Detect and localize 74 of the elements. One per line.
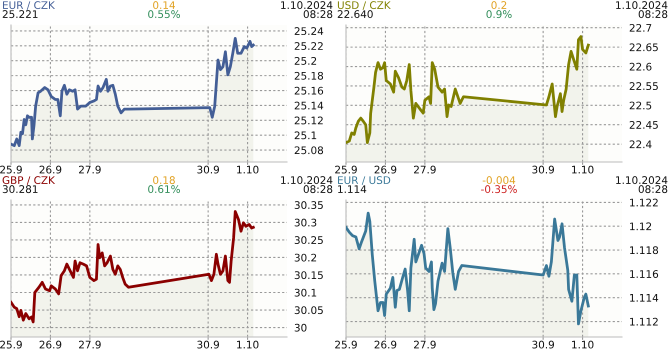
y-tick-label: 25.2 xyxy=(294,56,316,65)
x-tick-label: 1.10 xyxy=(237,340,258,349)
text: -0.35% xyxy=(481,185,517,194)
y-tick-label: 1.12 xyxy=(630,222,652,230)
x-tick-label: 26.9 xyxy=(40,166,62,174)
y-tick-label: 30.05 xyxy=(294,306,323,314)
x-tick-label: 30.9 xyxy=(197,166,220,174)
y-tick-label: 25.08 xyxy=(294,146,324,154)
x-tick-label: 25.9 xyxy=(0,340,22,349)
y-tick-label: 1.114 xyxy=(630,294,658,302)
text: -0.004 xyxy=(482,176,516,184)
y-tick-label: 25.18 xyxy=(294,72,324,80)
y-tick-label: 25.12 xyxy=(294,116,323,124)
x-tick-label: 1.10 xyxy=(572,340,594,349)
x-tick-label: 25.9 xyxy=(335,166,357,174)
y-tick-label: 30.3 xyxy=(294,218,316,227)
y-tick-label: 1.122 xyxy=(630,198,658,206)
chart-subtitle: 22.640 xyxy=(338,10,373,18)
y-tick-label: 30.1 xyxy=(294,288,316,297)
chart-subtitle: 25.221 xyxy=(2,10,38,18)
y-tick-label: 25.24 xyxy=(294,27,324,36)
x-tick-label: 27.9 xyxy=(79,340,101,349)
text: 0.9% xyxy=(486,10,512,18)
text: 1.10.2024 xyxy=(281,176,332,184)
y-tick-label: 22.5 xyxy=(630,102,652,110)
y-tick-label: 30.2 xyxy=(294,254,316,262)
x-tick-label: 26.9 xyxy=(374,166,396,174)
text: 1.10.2024 xyxy=(616,1,668,10)
x-tick-label: 26.9 xyxy=(40,340,62,349)
x-tick-label: 25.9 xyxy=(335,340,357,349)
x-tick-label: 26.9 xyxy=(374,340,396,349)
x-tick-label: 30.9 xyxy=(532,166,554,174)
text: 08:28 xyxy=(304,185,332,194)
x-tick-label: 25.9 xyxy=(0,166,22,174)
y-tick-label: 1.112 xyxy=(630,318,658,326)
text: 0.14 xyxy=(153,1,176,10)
text: 08:28 xyxy=(638,185,668,194)
y-tick-label: 1.116 xyxy=(630,270,658,278)
text: 08:28 xyxy=(304,10,332,18)
y-tick-label: 1.118 xyxy=(630,246,658,254)
chart-title: USD / CZK xyxy=(338,1,391,10)
y-tick-label: 30.15 xyxy=(294,271,323,280)
x-tick-label: 27.9 xyxy=(414,166,436,174)
y-tick-label: 30.35 xyxy=(294,201,323,210)
y-tick-label: 22.65 xyxy=(630,43,658,52)
x-tick-label: 1.10 xyxy=(572,166,594,174)
x-tick-label: 27.9 xyxy=(79,166,101,174)
chart-subtitle: 1.114 xyxy=(338,185,366,193)
text: 0.61% xyxy=(148,185,180,194)
y-tick-label: 30 xyxy=(294,324,307,332)
x-tick-label: 30.9 xyxy=(532,340,554,349)
y-tick-label: 22.7 xyxy=(630,24,652,32)
y-tick-label: 25.16 xyxy=(294,86,324,95)
chart-subtitle: 30.281 xyxy=(2,185,38,194)
x-tick-label: 1.10 xyxy=(237,166,258,174)
y-tick-label: 22.45 xyxy=(630,120,658,129)
y-tick-label: 22.6 xyxy=(630,62,652,71)
x-tick-label: 30.9 xyxy=(197,340,220,349)
y-tick-label: 25.22 xyxy=(294,42,323,50)
y-tick-label: 30.25 xyxy=(294,236,323,244)
x-tick-label: 27.9 xyxy=(414,340,436,349)
chart-title: GBP / CZK xyxy=(2,176,56,185)
y-tick-label: 25.1 xyxy=(294,131,316,140)
y-tick-label: 22.4 xyxy=(630,140,652,148)
text: 1.10.2024 xyxy=(281,1,332,10)
text: 0.55% xyxy=(148,10,180,18)
y-tick-label: 25.14 xyxy=(294,102,324,110)
y-tick-label: 22.55 xyxy=(630,82,658,90)
text: 0.18 xyxy=(153,176,175,184)
chart-title: EUR / CZK xyxy=(3,1,56,10)
text: 0.2 xyxy=(491,1,506,10)
chart-title: EUR / USD xyxy=(338,176,390,185)
text: 1.10.2024 xyxy=(616,176,668,184)
text: 08:28 xyxy=(638,10,668,18)
